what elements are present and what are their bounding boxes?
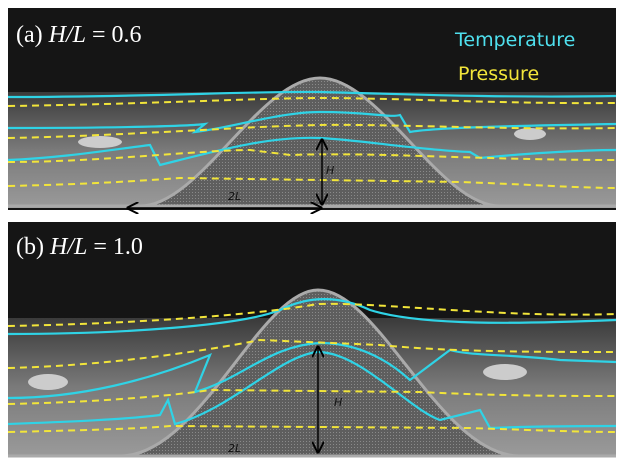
vortex bbox=[483, 364, 527, 380]
temperature-line bbox=[7, 298, 617, 336]
legend-temperature: Temperature bbox=[454, 29, 575, 51]
temperature-line bbox=[7, 90, 617, 99]
legend-pressure: Pressure bbox=[458, 63, 539, 85]
label-ratio: H/L bbox=[48, 22, 86, 48]
pressure-line bbox=[7, 176, 617, 189]
pressure-line bbox=[7, 388, 617, 405]
temperature-line bbox=[7, 136, 617, 167]
label-ratio: H/L bbox=[49, 234, 87, 260]
panel-a: H 2L (a) H/L = 0.6 Temperature Pressure bbox=[7, 8, 617, 210]
pressure-line bbox=[7, 123, 617, 139]
label-prefix: (b) bbox=[16, 234, 50, 260]
height-label: H bbox=[334, 396, 342, 409]
pressure-line bbox=[7, 148, 617, 163]
label-prefix: (a) bbox=[16, 22, 49, 48]
label-value: = 0.6 bbox=[86, 22, 142, 48]
width-label: 2L bbox=[228, 190, 241, 203]
vortex bbox=[514, 128, 546, 140]
temperature-line bbox=[7, 110, 617, 134]
temperature-line bbox=[7, 341, 617, 400]
height-label: H bbox=[326, 164, 334, 177]
pressure-line bbox=[7, 338, 617, 369]
panel-b: H 2L (b) H/L = 1.0 bbox=[7, 222, 617, 458]
label-value: = 1.0 bbox=[87, 234, 143, 260]
panel-label: (b) H/L = 1.0 bbox=[16, 234, 143, 260]
pressure-line bbox=[7, 302, 617, 327]
vortex bbox=[78, 136, 122, 148]
panel-label: (a) H/L = 0.6 bbox=[16, 22, 142, 48]
hill bbox=[8, 76, 616, 208]
width-label: 2L bbox=[228, 442, 241, 455]
pressure-line bbox=[7, 96, 617, 107]
vortex bbox=[28, 374, 68, 390]
